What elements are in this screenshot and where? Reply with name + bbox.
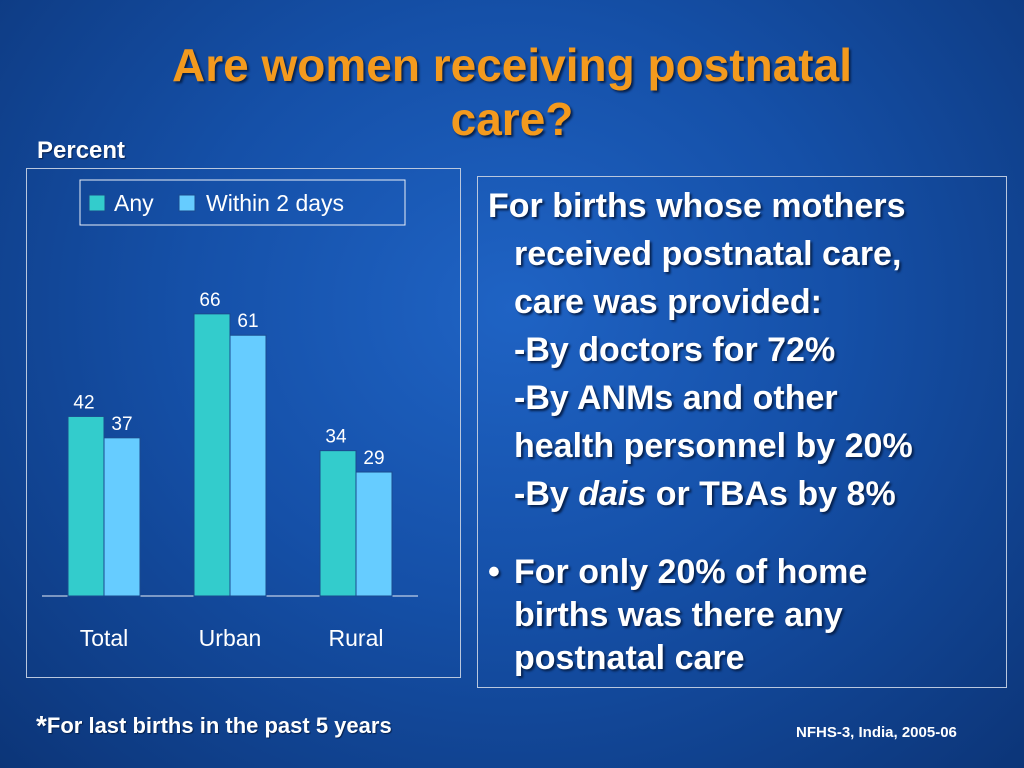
legend-label: Any <box>114 190 154 216</box>
para-line: health personnel by 20% <box>514 427 913 465</box>
bar-any-total <box>67 415 105 597</box>
y-axis-label: Percent <box>37 137 126 164</box>
data-label: 42 <box>73 392 94 413</box>
legend-box <box>79 179 406 226</box>
data-label: 37 <box>111 414 132 435</box>
legend-swatch <box>88 194 106 212</box>
para-line: For births whose mothers <box>488 187 906 225</box>
bullet-line: births was there any <box>514 596 843 634</box>
legend-label: Within 2 days <box>206 190 344 216</box>
title-line-1: Are women receiving postnatal <box>172 39 852 91</box>
dais-suffix: or TBAs by 8% <box>646 475 896 513</box>
data-label: 61 <box>237 311 258 332</box>
footnote-text: For last births in the past 5 years <box>46 713 392 738</box>
source-note: NFHS-3, India, 2005-06 <box>796 724 957 741</box>
para-line: received postnatal care, <box>514 235 902 273</box>
bullet-line: postnatal care <box>514 639 745 677</box>
chart-panel: 42 37 Total 66 61 Urban 34 29 Rural Any Within 2 d… <box>26 168 461 678</box>
bar-within-2-days-total <box>103 437 141 597</box>
data-label: 29 <box>363 448 384 469</box>
legend-swatch <box>178 194 196 212</box>
x-tick-label: Total <box>80 625 129 651</box>
summary-paragraph: For births whose mothers received postna… <box>488 182 998 518</box>
x-tick-label: Urban <box>199 625 262 651</box>
title-line-2: care? <box>450 93 574 145</box>
data-label: 34 <box>325 427 347 448</box>
bar-chart: 42 37 Total 66 61 Urban 34 29 Rural Any Within 2 d… <box>42 179 418 651</box>
para-line: -By ANMs and other <box>514 379 838 417</box>
bar-any-urban <box>193 313 231 597</box>
x-tick-label: Rural <box>329 625 384 651</box>
bar-within-2-days-rural <box>355 471 393 597</box>
data-label: 66 <box>199 290 220 311</box>
text-panel: For births whose mothers received postna… <box>477 176 1007 688</box>
para-line: -By doctors for 72% <box>514 331 836 369</box>
footnote-star: * <box>36 710 47 741</box>
dais-word: dais <box>578 475 647 513</box>
footnote: *For last births in the past 5 years <box>36 710 392 742</box>
bullet-line: For only 20% of home <box>514 553 868 591</box>
bar-within-2-days-urban <box>229 334 267 597</box>
para-line-dais: -By dais or TBAs by 8% <box>488 470 998 518</box>
bar-any-rural <box>319 450 357 597</box>
home-births-bullet: • For only 20% of home births was there a… <box>488 551 998 680</box>
slide-title: Are women receiving postnatal care? <box>100 38 924 146</box>
para-line: care was provided: <box>514 283 823 321</box>
dais-prefix: -By <box>514 475 579 513</box>
bullet-icon: • <box>488 553 500 591</box>
